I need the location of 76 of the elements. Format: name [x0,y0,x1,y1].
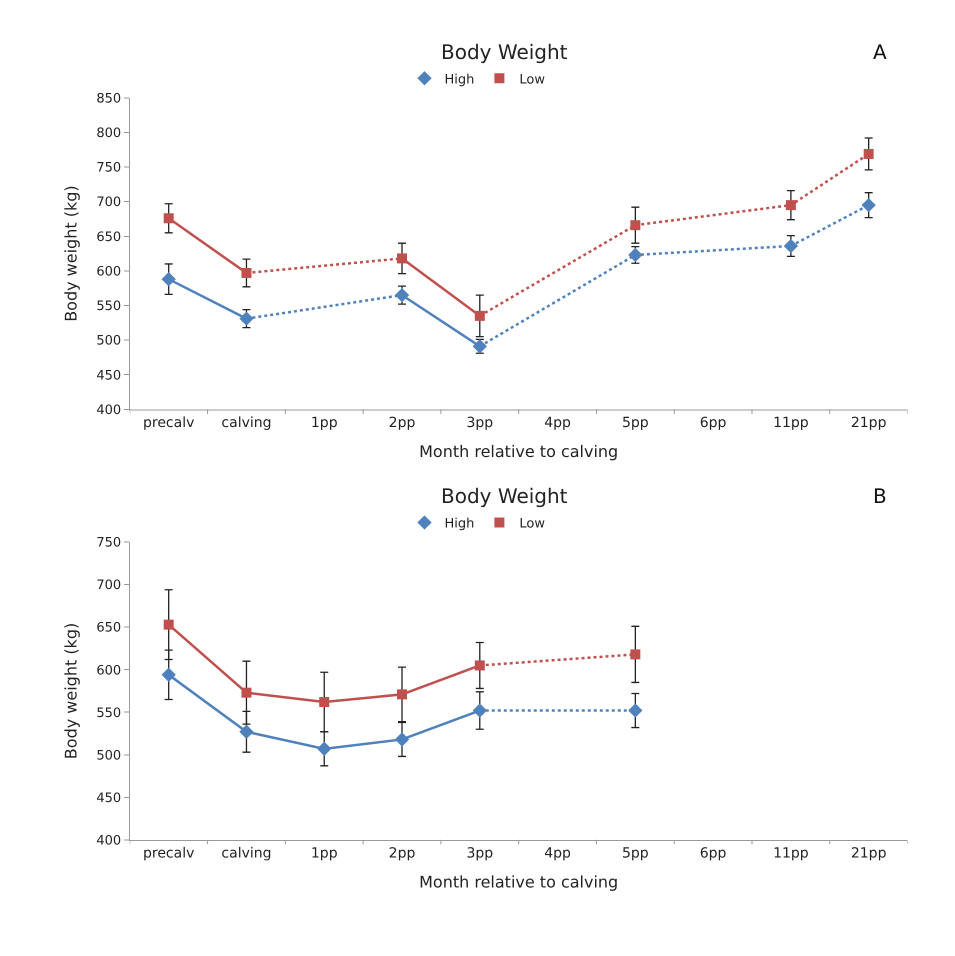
y-tick-label: 450 [96,368,122,384]
x-tick-label: 1pp [310,415,338,432]
point [864,148,874,159]
point [162,668,176,682]
y-tick-label: 500 [96,748,122,764]
x-tick-label: 2pp [388,415,416,432]
point [317,742,332,756]
x-tick-label: 21pp [850,846,887,862]
point [239,724,254,739]
x-tick-label: 6pp [700,415,727,432]
point [239,311,254,326]
x-tick-label: 1pp [310,846,338,862]
point [319,697,330,708]
y-tick-label: 700 [96,195,122,210]
point [164,620,174,630]
chart-title: Body Weight [441,40,568,64]
x-tick-label: precalv [142,846,194,862]
legend-label: Low [519,72,546,88]
point [164,213,174,224]
legend-label: High [444,516,474,532]
point [472,703,487,718]
y-tick-label: 750 [96,536,122,551]
y-tick-label: 800 [96,126,122,142]
point [630,220,640,230]
legend-label: High [444,72,474,88]
x-tick-label: 11pp [773,415,809,432]
x-tick-label: 5pp [622,846,649,862]
y-tick-label: 400 [96,402,122,418]
chart-title: Body Weight [441,484,568,508]
y-axis-title: Body weight (kg) [61,185,80,322]
y-tick-label: 600 [96,663,122,678]
y-tick-label: 600 [96,264,122,280]
y-tick-label: 500 [96,334,122,349]
x-tick-label: 4pp [544,846,572,862]
point [162,272,176,286]
x-tick-label: 3pp [466,846,494,862]
x-tick-label: precalv [142,415,194,432]
y-tick-label: 700 [96,578,122,594]
point [474,660,485,670]
x-tick-label: 3pp [466,415,494,432]
y-tick-label: 650 [96,230,122,245]
x-tick-label: 4pp [544,415,572,432]
point [394,288,410,302]
x-tick-label: calving [221,415,272,432]
point [241,268,252,278]
x-tick-label: 5pp [622,415,649,432]
y-tick-label: 550 [96,706,122,721]
x-tick-label: calving [221,846,272,862]
point [474,310,485,321]
point [397,689,408,700]
y-tick-label: 850 [96,91,122,106]
y-tick-label: 550 [96,299,122,314]
x-tick-label: 6pp [700,846,727,862]
legend-label: Low [519,516,546,532]
x-tick-label: 11pp [773,846,809,862]
point [397,253,408,264]
y-tick-label: 450 [96,790,122,806]
y-tick-label: 400 [96,833,122,848]
point [628,703,642,718]
y-tick-label: 650 [96,620,122,636]
point [394,732,410,747]
text: B [873,484,887,508]
y-tick-label: 750 [96,160,122,176]
point [786,200,796,210]
point [862,198,876,212]
point [784,238,798,254]
x-axis-title: Month relative to calving [419,872,618,892]
x-axis-title: Month relative to calving [419,442,618,461]
point [630,649,640,660]
text: A [873,40,887,64]
point [472,339,487,354]
point [241,688,252,698]
x-tick-label: 2pp [388,846,416,862]
y-axis-title: Body weight (kg) [61,622,80,760]
x-tick-label: 21pp [850,415,887,432]
point [628,248,642,262]
